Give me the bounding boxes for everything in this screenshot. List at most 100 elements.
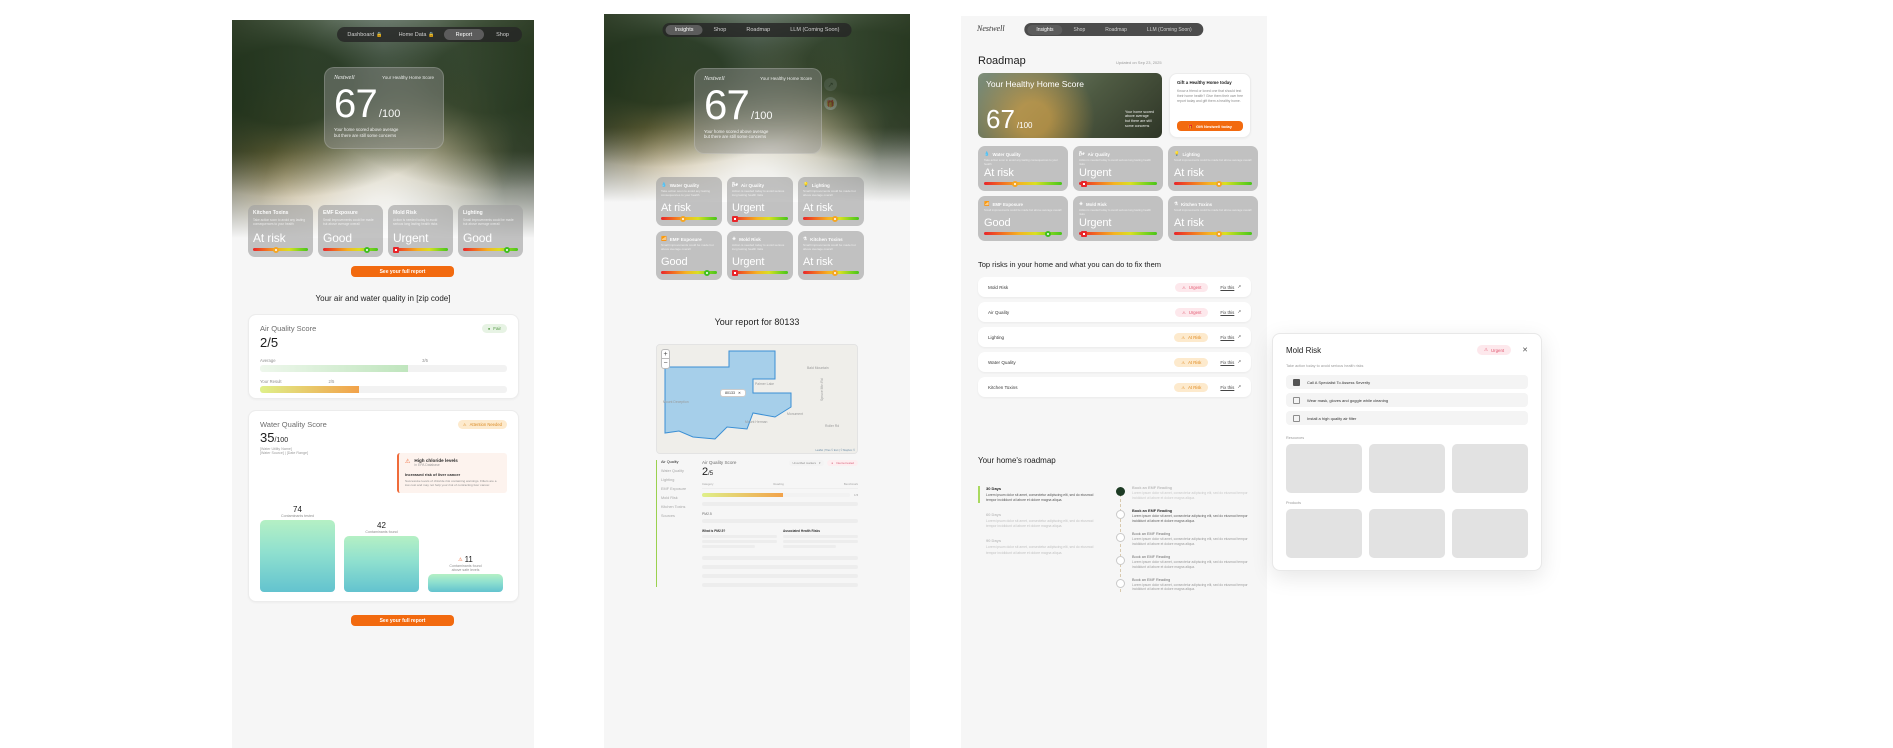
zoom-in-button[interactable]: + [662,350,669,359]
map-zoom-controls[interactable]: + − [661,349,670,369]
tile-description: Small improvements could be made but abo… [984,208,1062,212]
gift-button[interactable]: 🎁 [824,97,837,110]
tile-mold-risk[interactable]: Mold Risk Action is needed today to avoi… [388,205,453,257]
status-badge: ⚠ At Risk [1174,382,1209,392]
task-item[interactable]: Book an EMF Reading Lorem ipsum dolor si… [1116,555,1251,570]
zoom-out-button[interactable]: − [663,360,668,367]
nav-item-roadmap[interactable]: Roadmap [1105,26,1127,33]
nav-main-panel2[interactable]: Insights Shop Roadmap LLM (Coming Soon) [662,23,852,37]
timeline-dot[interactable] [1116,509,1125,519]
nav-item-llm[interactable]: LLM (Coming Soon) [1146,26,1192,33]
risk-row[interactable]: Water Quality ⚠ At Risk Fix this ↗ [978,352,1251,372]
product-card[interactable] [1286,509,1362,558]
tile-water-quality[interactable]: 💧 Water Quality Take action soon to avoi… [978,146,1068,191]
arrow-up-right-icon: ↗ [1237,334,1241,339]
see-full-report-button-bottom[interactable]: See your full report [351,615,454,626]
checkbox-checked-icon[interactable] [1293,378,1300,386]
chip-internet-tested[interactable]: ● Internet tested [827,460,858,466]
nav-item-dashboard[interactable]: Dashboard 🔒 [340,29,389,40]
score-value: 67 [704,81,750,128]
sidebar-item-emf-exposure[interactable]: EMF Exposure [661,487,687,491]
checkbox-icon[interactable] [1293,396,1300,404]
task-item[interactable]: Book an EMF Reading Lorem ipsum dolor si… [1116,578,1251,593]
sidebar-item-mold-risk[interactable]: Mold Risk [661,496,678,500]
fix-this-link[interactable]: Fix this [1220,359,1235,365]
resource-card[interactable] [1452,444,1528,493]
phase-item[interactable]: 30 Days Lorem ipsum dolor sit amet, cons… [978,486,1096,504]
map-marker-tooltip[interactable]: 80133 ✕ [720,389,747,397]
nav-item-shop[interactable]: Shop [486,29,519,40]
phase-item[interactable]: 60 Days Lorem ipsum dolor sit amet, cons… [978,512,1096,529]
nav-item-roadmap[interactable]: Roadmap [746,27,771,33]
tile-title: ⚗ Kitchen Toxins [803,236,843,242]
tile-mold-risk[interactable]: ☣ Mold Risk Action is needed today to av… [1073,196,1163,241]
drawer-task-item[interactable]: Install a high quality air filter [1286,411,1528,425]
nav-item-shop[interactable]: Shop [1073,26,1086,33]
nav-main-panel3[interactable]: Insights Shop Roadmap LLM (Coming Soon) [1024,23,1204,36]
task-item[interactable]: Book an EMF Reading Lorem ipsum dolor si… [1116,509,1251,524]
product-card[interactable] [1452,509,1528,558]
risk-row[interactable]: Air Quality ⚠ Urgent Fix this ↗ [978,302,1251,322]
row-value: 3/5 [422,358,428,363]
drawer-task-item[interactable]: Call A Specialist To Assess Severity [1286,375,1528,389]
phase-item[interactable]: 90 Days Lorem ipsum dolor sit amet, cons… [978,538,1096,555]
tile-emf-exposure[interactable]: EMF Exposure Small improvements could be… [318,205,383,257]
tile-title: 🌬 Air Quality [732,182,765,188]
sidebar-item-kitchen-toxins[interactable]: Kitchen Toxins [661,505,686,509]
fix-this-link[interactable]: Fix this [1220,384,1235,390]
task-item[interactable]: Book an EMF Reading Lorem ipsum dolor si… [1116,486,1251,501]
risk-row[interactable]: Lighting ⚠ At Risk Fix this ↗ [978,327,1251,347]
tile-kitchen-toxins[interactable]: ⚗ Kitchen Toxins Small improvements coul… [798,231,864,280]
checkbox-icon[interactable] [1293,414,1300,422]
task-body: Lorem ipsum dolor sit amet, consectetur … [1132,582,1248,592]
close-icon[interactable]: ✕ [1522,347,1528,354]
timeline-dot[interactable] [1116,578,1125,588]
report-sidebar[interactable]: Air Quality Water Quality Lighting EMF E… [656,460,694,587]
table-header-reading: Reading [773,482,784,486]
tile-lighting[interactable]: Lighting Small improvements could be mad… [458,205,523,257]
tile-water-quality[interactable]: 💧 Water Quality Take action soon to avoi… [656,177,722,226]
drawer-task-item[interactable]: Wear mask, gloves and goggle while clean… [1286,393,1528,407]
risk-row[interactable]: Kitchen Toxins ⚠ At Risk Fix this ↗ [978,377,1251,397]
tile-lighting[interactable]: 💡 Lighting Small improvements could be m… [1168,146,1258,191]
nav-item-insights[interactable]: Insights [1027,24,1063,35]
timeline-dot[interactable] [1116,555,1125,565]
tile-emf-exposure[interactable]: 📶 EMF Exposure Small improvements could … [656,231,722,280]
tile-kitchen-toxins[interactable]: ⚗ Kitchen Toxins Small improvements coul… [1168,196,1258,241]
resource-card[interactable] [1286,444,1362,493]
nav-item-llm[interactable]: LLM (Coming Soon) [790,27,840,33]
sidebar-item-air-quality[interactable]: Air Quality [661,460,679,464]
sidebar-item-water-quality[interactable]: Water Quality [661,469,684,473]
see-full-report-button-top[interactable]: See your full report [351,266,454,277]
nav-item-insights[interactable]: Insights [665,25,703,35]
risk-row[interactable]: Mold Risk ⚠ Urgent Fix this ↗ [978,277,1251,297]
tile-mold-risk[interactable]: ☣ Mold Risk Action is needed today to av… [727,231,793,280]
task-item[interactable]: Book an EMF Reading Lorem ipsum dolor si… [1116,532,1251,547]
chip-unverified[interactable]: Unverified markers ▾ [788,460,825,466]
nav-item-report[interactable]: Report [443,29,485,40]
tile-air-quality[interactable]: 🌬 Air Quality Action is needed today to … [1073,146,1163,191]
fix-this-link[interactable]: Fix this [1220,284,1235,290]
coverage-map[interactable]: Mount Deception Bald Mountain Monument M… [656,344,858,454]
status-badge: ⚠ At Risk [1174,357,1209,367]
tile-lighting[interactable]: 💡 Lighting Small improvements could be m… [798,177,864,226]
fix-this-link[interactable]: Fix this [1220,309,1235,315]
tile-kitchen-toxins[interactable]: Kitchen Toxins Take action soon to avoid… [248,205,313,257]
marker-label: 80133 [725,391,735,395]
resource-card[interactable] [1369,444,1445,493]
sidebar-item-lighting[interactable]: Lighting [661,478,675,482]
gift-nestwell-button[interactable]: 🎁 Gift Nestwell today [1177,121,1243,131]
tile-emf-exposure[interactable]: 📶 EMF Exposure Small improvements could … [978,196,1068,241]
timeline-dot[interactable] [1116,532,1125,542]
close-icon[interactable]: ✕ [738,391,742,395]
share-button[interactable]: ↗ [824,78,837,91]
product-card[interactable] [1369,509,1445,558]
nav-item-shop[interactable]: Shop [713,27,727,33]
fix-this-link[interactable]: Fix this [1220,334,1235,340]
score-denominator: /100 [378,108,401,120]
tile-air-quality[interactable]: 🌬 Air Quality Action is needed today to … [727,177,793,226]
nav-item-home-data[interactable]: Home Data 🔒 [392,29,442,40]
nav-dark-panel1[interactable]: Dashboard 🔒 Home Data 🔒 Report Shop [337,27,522,42]
air-row-your-result: Your Result 2/5 [260,379,507,393]
sidebar-item-sources[interactable]: Sources [661,514,675,518]
